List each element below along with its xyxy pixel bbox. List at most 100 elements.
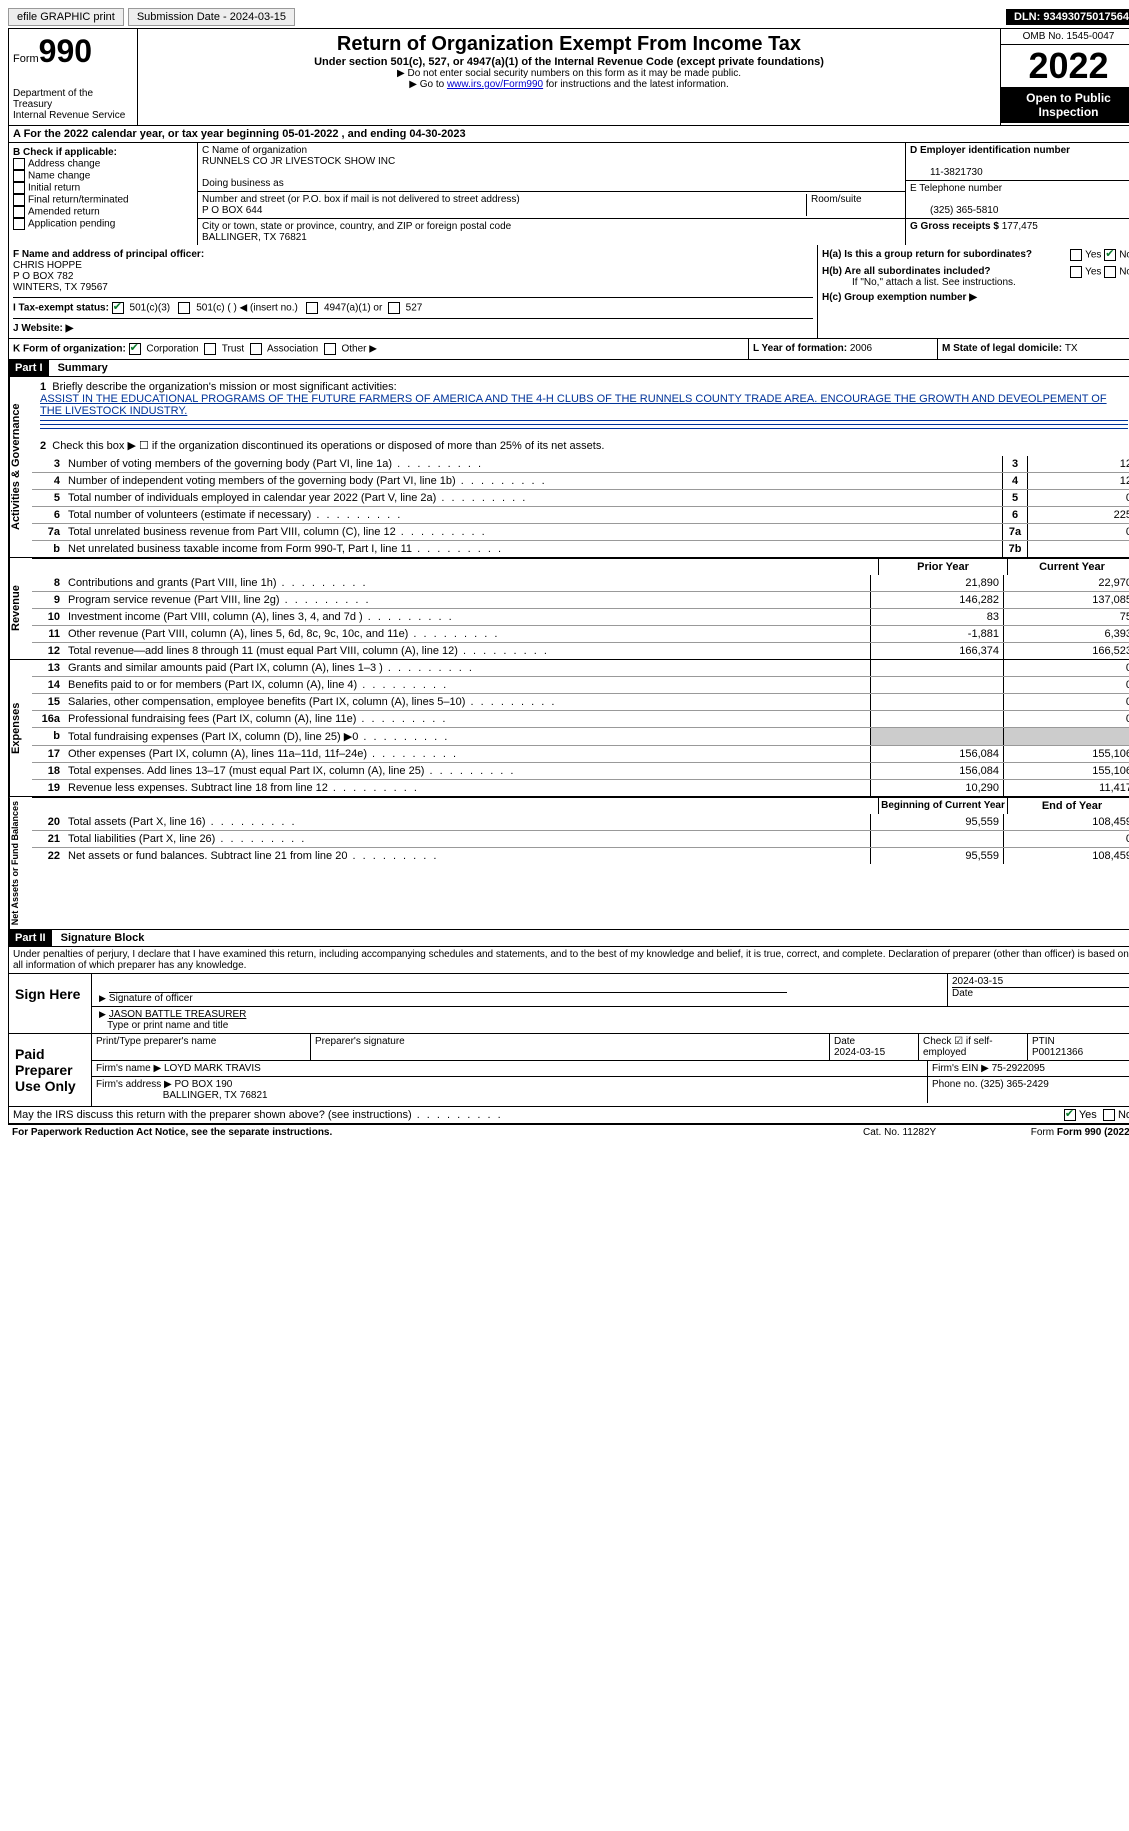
checkbox-other[interactable] — [324, 343, 336, 355]
checkbox-trust[interactable] — [204, 343, 216, 355]
ein-label: D Employer identification number — [910, 145, 1070, 156]
rowa-text-b: , and ending — [338, 128, 409, 140]
501c3-label: 501(c)(3) — [130, 303, 171, 314]
prior-year-hdr: Prior Year — [878, 559, 1007, 575]
part2-title: Signature Block — [55, 932, 145, 944]
addr-label: Number and street (or P.O. box if mail i… — [202, 194, 520, 205]
checkbox-hb-yes[interactable] — [1070, 266, 1082, 278]
tel-label: E Telephone number — [910, 183, 1002, 194]
preparer-sig-label: Preparer's signature — [315, 1036, 405, 1047]
checkbox-initial-return[interactable] — [13, 182, 25, 194]
rowa-begin: 05-01-2022 — [282, 128, 338, 140]
checkbox-hb-no[interactable] — [1104, 266, 1116, 278]
cb-label: Application pending — [28, 219, 115, 230]
officer-addr2: WINTERS, TX 79567 — [13, 282, 108, 293]
topbar: efile GRAPHIC print Submission Date - 20… — [8, 8, 1129, 26]
assoc-label: Association — [267, 344, 318, 355]
firm-name-label: Firm's name ▶ — [96, 1063, 164, 1074]
501c-label: 501(c) ( ) ◀ (insert no.) — [196, 303, 298, 314]
form-org-label: K Form of organization: — [13, 344, 126, 355]
efile-button[interactable]: efile GRAPHIC print — [8, 8, 124, 26]
summary-governance: Activities & Governance 1 Briefly descri… — [8, 377, 1129, 558]
yes-label: Yes — [1085, 267, 1101, 278]
checkbox-name-change[interactable] — [13, 170, 25, 182]
checkbox-corp[interactable] — [129, 343, 141, 355]
end-year-hdr: End of Year — [1007, 798, 1129, 814]
form-title: Return of Organization Exempt From Incom… — [142, 33, 996, 56]
mission-label: Briefly describe the organization's miss… — [52, 381, 396, 393]
part1-header-row: Part I Summary — [8, 360, 1129, 377]
checkbox-application-pending[interactable] — [13, 218, 25, 230]
colb-header: B Check if applicable: — [13, 147, 117, 158]
other-label: Other ▶ — [341, 344, 376, 355]
dept-label: Department of the Treasury — [13, 88, 133, 110]
part2-header-row: Part II Signature Block — [8, 930, 1129, 947]
signer-name: JASON BATTLE TREASURER — [109, 1009, 246, 1020]
form-note1: ▶ Do not enter social security numbers o… — [142, 68, 996, 79]
signer-name-label: Type or print name and title — [107, 1020, 228, 1031]
checkbox-amended-return[interactable] — [13, 206, 25, 218]
firm-addr-label: Firm's address ▶ — [96, 1079, 175, 1090]
checkbox-ha-yes[interactable] — [1070, 249, 1082, 261]
org-address: P O BOX 644 — [202, 205, 262, 216]
cb-label: Amended return — [28, 207, 100, 218]
checkbox-501c3[interactable] — [112, 302, 124, 314]
city-label: City or town, state or province, country… — [202, 221, 511, 232]
checkbox-discuss-yes[interactable] — [1064, 1109, 1076, 1121]
sign-date-label: Date — [952, 987, 1129, 999]
checkbox-address-change[interactable] — [13, 158, 25, 170]
dba-label: Doing business as — [202, 178, 284, 189]
firm-phone-label: Phone no. — [932, 1079, 980, 1090]
sign-block: Sign Here Signature of officer 2024-03-1… — [8, 974, 1129, 1034]
form-subtitle: Under section 501(c), 527, or 4947(a)(1)… — [142, 56, 996, 68]
org-name-label: C Name of organization — [202, 145, 307, 156]
form-word: Form — [13, 53, 39, 65]
firm-ein: 75-2922095 — [992, 1063, 1045, 1074]
no-label: No — [1119, 267, 1129, 278]
pra-notice: For Paperwork Reduction Act Notice, see … — [12, 1127, 863, 1138]
firm-addr1: PO BOX 190 — [175, 1079, 233, 1090]
note2-a: ▶ Go to — [409, 79, 447, 90]
form-number: 990 — [39, 33, 92, 69]
prep-date: 2024-03-15 — [834, 1047, 885, 1058]
part1-badge: Part I — [9, 360, 49, 376]
checkbox-4947[interactable] — [306, 302, 318, 314]
line2-text: Check this box ▶ ☐ if the organization d… — [52, 440, 604, 452]
cat-no: Cat. No. 11282Y — [863, 1127, 1013, 1138]
side-revenue: Revenue — [9, 558, 32, 659]
527-label: 527 — [406, 303, 423, 314]
state-domicile-label: M State of legal domicile: — [942, 343, 1065, 354]
submission-date-button[interactable]: Submission Date - 2024-03-15 — [128, 8, 295, 26]
footer: For Paperwork Reduction Act Notice, see … — [8, 1124, 1129, 1140]
tax-status-label: I Tax-exempt status: — [13, 303, 109, 314]
mission-text: ASSIST IN THE EDUCATIONAL PROGRAMS OF TH… — [40, 393, 1107, 417]
current-year-hdr: Current Year — [1007, 559, 1129, 575]
part2-badge: Part II — [9, 930, 52, 946]
yes-label: Yes — [1085, 250, 1101, 261]
row-fhij: F Name and address of principal officer:… — [8, 245, 1129, 339]
sign-date: 2024-03-15 — [952, 976, 1003, 987]
checkbox-ha-no[interactable] — [1104, 249, 1116, 261]
side-governance: Activities & Governance — [9, 377, 32, 557]
ptin-label: PTIN — [1032, 1036, 1055, 1047]
summary-expenses: Expenses 13Grants and similar amounts pa… — [8, 660, 1129, 797]
summary-netassets: Net Assets or Fund Balances Beginning of… — [8, 797, 1129, 930]
checkbox-discuss-no[interactable] — [1103, 1109, 1115, 1121]
note2-b: for instructions and the latest informat… — [543, 79, 729, 90]
checkbox-final-return[interactable] — [13, 194, 25, 206]
print-name-label: Print/Type preparer's name — [96, 1036, 216, 1047]
ein-value: 11-3821730 — [910, 167, 983, 178]
discuss-yes: Yes — [1079, 1109, 1097, 1121]
paid-preparer-label: Paid Preparer Use Only — [9, 1034, 92, 1106]
hc-label: H(c) Group exemption number ▶ — [822, 292, 977, 303]
section-bcd: B Check if applicable: Address change Na… — [8, 143, 1129, 245]
cb-label: Final return/terminated — [28, 195, 129, 206]
checkbox-assoc[interactable] — [250, 343, 262, 355]
checkbox-501c[interactable] — [178, 302, 190, 314]
cb-label: Initial return — [28, 183, 80, 194]
row-a: A For the 2022 calendar year, or tax yea… — [8, 126, 1129, 143]
checkbox-527[interactable] — [388, 302, 400, 314]
sig-officer-label: Signature of officer — [109, 993, 193, 1004]
irs-link[interactable]: www.irs.gov/Form990 — [447, 79, 543, 90]
form-header: Form990 Department of the Treasury Inter… — [8, 28, 1129, 126]
